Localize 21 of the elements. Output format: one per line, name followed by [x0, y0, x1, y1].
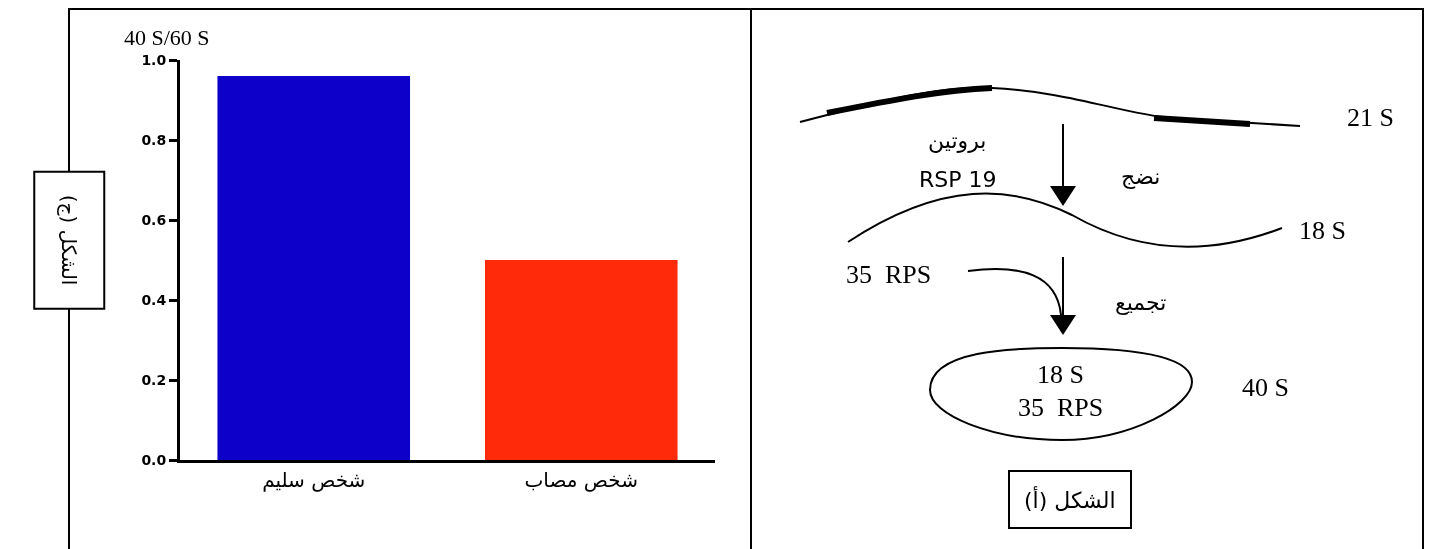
text: الشكل (ج)	[57, 194, 82, 286]
text: RSP 19	[919, 167, 997, 192]
y-tick-label: 0.6	[141, 211, 167, 228]
text: 35 RPS	[1018, 393, 1104, 422]
text: 21 S	[1347, 103, 1394, 132]
text: نضج	[1121, 164, 1161, 189]
text: 35 RPS	[846, 260, 932, 289]
text: 18 S	[1037, 360, 1084, 389]
y-tick-label: 0.2	[141, 371, 167, 388]
y-tick-label: 0.4	[141, 291, 167, 308]
y-axis-title: 40 S/60 S	[124, 25, 210, 50]
y-tick-label: 0.8	[141, 131, 167, 148]
text: 40 S	[1242, 373, 1289, 402]
x-tick-label: شخص سليم	[262, 468, 366, 492]
y-tick-label: 0.0	[141, 451, 167, 468]
x-tick-label: شخص مصاب	[524, 468, 639, 492]
text: بروتين	[928, 128, 987, 153]
text: الشكل (أ)	[1024, 486, 1116, 513]
text: تجميع	[1115, 290, 1167, 315]
y-tick-label: 1.0	[141, 51, 167, 68]
text: 18 S	[1299, 216, 1346, 245]
